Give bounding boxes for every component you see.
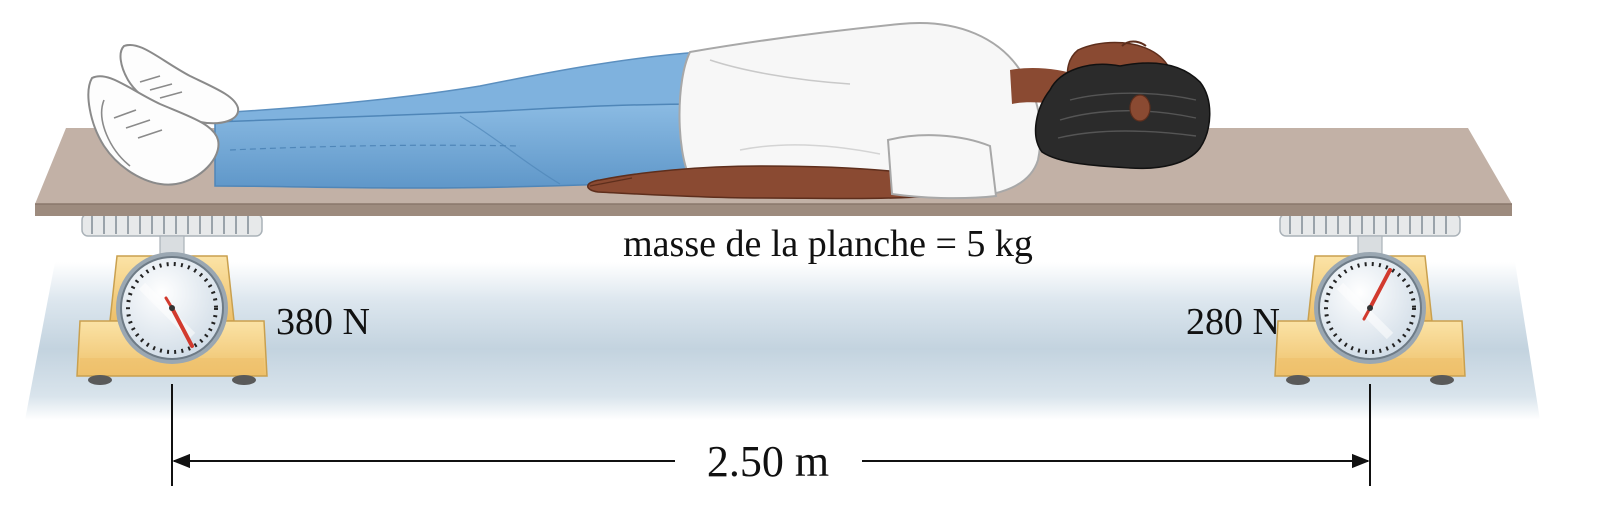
left-scale <box>77 214 267 385</box>
right-scale <box>1275 214 1465 385</box>
floor <box>25 262 1540 420</box>
right-scale-needle <box>1368 268 1392 310</box>
left-scale-needle <box>170 306 194 348</box>
board-mass-label: masse de la planche = 5 kg <box>623 223 1033 265</box>
right-scale-reading: 280 N <box>1186 301 1280 343</box>
left-scale-reading: 380 N <box>276 301 370 343</box>
distance-label: 2.50 m <box>707 437 829 486</box>
dimension-marker: 2.50 m <box>171 384 1371 486</box>
lying-person-icon <box>87 22 1211 200</box>
